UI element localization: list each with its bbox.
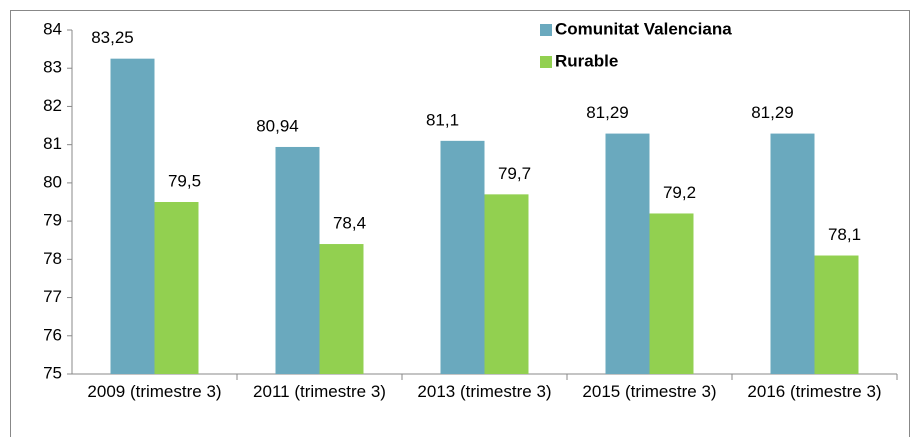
data-label: 79,7: [498, 164, 531, 183]
legend-label: Rurable: [555, 51, 618, 70]
bar: [605, 133, 650, 374]
y-tick-label: 82: [43, 96, 62, 115]
y-tick-label: 80: [43, 172, 62, 191]
data-label: 79,5: [168, 171, 201, 190]
data-label: 81,1: [426, 110, 459, 129]
bar: [649, 213, 694, 374]
bar: [484, 194, 529, 374]
data-label: 81,29: [751, 103, 794, 122]
y-tick-label: 75: [43, 363, 62, 382]
x-tick-label: 2013 (trimestre 3): [417, 382, 552, 401]
legend-label: Comunitat Valenciana: [555, 19, 732, 38]
bar: [770, 133, 815, 374]
chart-border: [10, 10, 910, 437]
y-tick-label: 77: [43, 287, 62, 306]
bar: [110, 58, 155, 375]
data-label: 79,2: [663, 183, 696, 202]
legend-swatch: [540, 56, 552, 68]
x-tick-label: 2015 (trimestre 3): [582, 382, 717, 401]
data-label: 83,25: [91, 28, 134, 47]
bar: [154, 202, 199, 374]
data-label: 78,4: [333, 214, 366, 233]
data-label: 78,1: [828, 225, 861, 244]
y-tick-label: 81: [43, 134, 62, 153]
data-label: 80,94: [256, 116, 299, 135]
data-label: 81,29: [586, 103, 629, 122]
bar: [275, 146, 320, 374]
legend-swatch: [540, 24, 552, 36]
y-tick-label: 84: [43, 19, 62, 38]
y-tick-label: 78: [43, 249, 62, 268]
x-tick-label: 2016 (trimestre 3): [747, 382, 882, 401]
y-tick-label: 76: [43, 325, 62, 344]
y-tick-label: 83: [43, 58, 62, 77]
x-tick-label: 2009 (trimestre 3): [87, 382, 222, 401]
x-tick-label: 2011 (trimestre 3): [253, 382, 386, 401]
y-tick-label: 79: [43, 211, 62, 230]
bar: [319, 244, 364, 374]
bar: [814, 255, 859, 374]
bar: [440, 140, 485, 374]
